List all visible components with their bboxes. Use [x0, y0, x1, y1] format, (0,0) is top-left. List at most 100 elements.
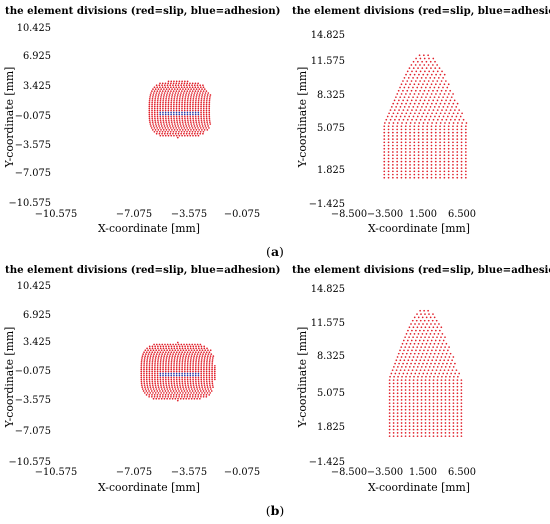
slip-element-point	[194, 378, 197, 381]
slip-element-point	[400, 160, 403, 163]
slip-element-point	[417, 154, 420, 157]
slip-element-point	[148, 105, 151, 108]
slip-element-point	[460, 402, 463, 405]
slip-element-point	[436, 415, 439, 418]
slip-element-point	[189, 394, 191, 396]
slip-element-point	[172, 109, 175, 112]
slip-element-point	[151, 380, 154, 383]
slip-element-point	[158, 92, 161, 94]
slip-element-point	[165, 386, 168, 388]
slip-element-point	[175, 378, 178, 381]
slip-element-point	[159, 127, 161, 129]
slip-element-point	[456, 385, 459, 388]
slip-element-point	[205, 111, 208, 114]
slip-element-point	[173, 117, 175, 120]
slip-element-point	[442, 372, 445, 375]
slip-element-point	[205, 364, 208, 367]
slip-element-point	[200, 96, 203, 98]
slip-element-point	[456, 415, 459, 418]
slip-element-point	[445, 89, 447, 92]
slip-element-point	[180, 395, 183, 398]
slip-element-point	[444, 392, 447, 395]
slip-element-point	[411, 70, 413, 73]
slip-element-point	[407, 76, 410, 79]
slip-element-point	[148, 370, 151, 373]
slip-element-point	[192, 376, 194, 379]
slip-element-point	[173, 357, 176, 359]
slip-element-point	[182, 349, 185, 352]
slip-element-point	[160, 88, 162, 91]
slip-element-point	[143, 380, 145, 383]
slip-element-point	[414, 122, 416, 124]
slip-element-point	[213, 376, 216, 379]
slip-element-point	[449, 352, 452, 355]
slip-element-point	[188, 388, 190, 390]
slip-element-point	[155, 92, 158, 94]
slip-element-point	[432, 432, 435, 434]
adhesion-element-point	[178, 113, 181, 116]
adhesion-element-point	[175, 111, 178, 114]
slip-element-point	[173, 129, 176, 131]
slip-element-point	[400, 418, 403, 421]
slip-element-point	[154, 99, 156, 102]
slip-element-point	[149, 96, 151, 98]
slip-element-point	[452, 138, 454, 140]
caption-letter: b	[271, 503, 280, 518]
slip-element-point	[171, 388, 174, 390]
slip-element-point	[425, 76, 427, 79]
slip-element-point	[154, 88, 157, 91]
slip-element-point	[151, 119, 154, 122]
slip-element-point	[184, 361, 186, 363]
slip-element-point	[203, 99, 205, 102]
slip-element-point	[159, 86, 161, 89]
slip-element-point	[159, 380, 162, 383]
slip-element-point	[143, 376, 145, 379]
slip-element-point	[178, 370, 181, 373]
slip-element-point	[148, 347, 151, 350]
slip-element-point	[156, 101, 159, 104]
slip-element-point	[431, 112, 433, 115]
slip-element-point	[426, 144, 429, 147]
slip-element-point	[208, 103, 211, 106]
slip-element-point	[413, 144, 416, 147]
slip-element-point	[465, 122, 468, 124]
adhesion-element-point	[167, 372, 170, 375]
slip-element-point	[448, 422, 451, 424]
slip-element-point	[187, 88, 190, 91]
slip-element-point	[396, 160, 398, 163]
slip-element-point	[165, 359, 168, 361]
slip-element-point	[180, 390, 183, 392]
slip-element-point	[441, 109, 443, 111]
slip-element-point	[456, 405, 459, 408]
slip-element-point	[181, 351, 184, 354]
slip-element-point	[211, 376, 213, 379]
slip-element-point	[409, 154, 411, 157]
x-axis-label: X-coordinate [mm]	[98, 481, 200, 494]
slip-element-point	[396, 412, 399, 414]
slip-element-point	[205, 390, 208, 392]
slip-element-point	[158, 397, 160, 400]
slip-element-point	[194, 368, 197, 371]
slip-element-point	[163, 357, 165, 359]
slip-element-point	[148, 361, 151, 363]
slip-element-point	[143, 366, 145, 369]
slip-element-point	[201, 88, 203, 91]
slip-element-point	[203, 363, 205, 365]
slip-element-point	[178, 127, 180, 129]
slip-element-point	[388, 389, 391, 391]
slip-element-point	[396, 176, 398, 179]
slip-element-point	[151, 359, 154, 361]
slip-element-point	[409, 173, 411, 176]
slip-element-point	[440, 366, 443, 368]
slip-element-point	[143, 392, 146, 394]
slip-element-point	[416, 422, 419, 424]
slip-element-point	[438, 362, 440, 365]
slip-element-point	[195, 359, 198, 361]
slip-element-point	[207, 355, 209, 357]
slip-element-point	[185, 125, 188, 127]
chart-b-left: the element divisions (red=slip, blue=ad…	[3, 264, 280, 494]
slip-element-point	[163, 94, 165, 96]
slip-element-point	[158, 349, 160, 352]
slip-element-point	[408, 385, 411, 388]
slip-element-point	[405, 333, 408, 335]
